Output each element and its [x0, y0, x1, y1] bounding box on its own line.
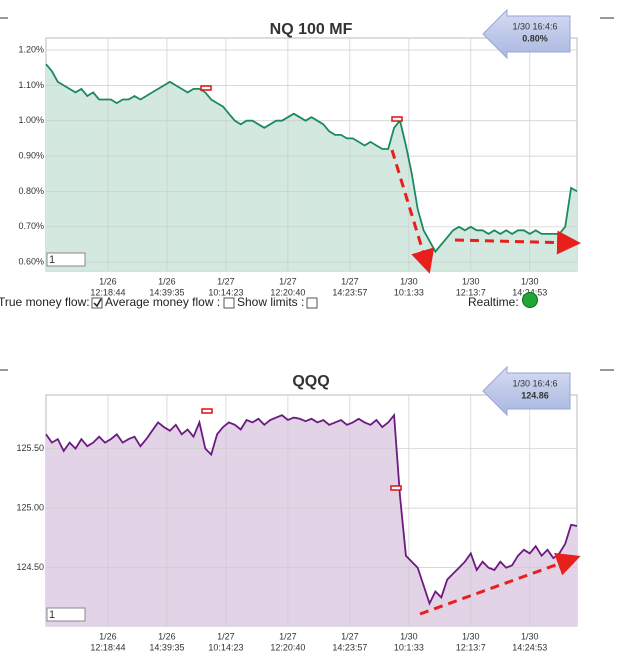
y-tick-label: 124.50: [16, 562, 44, 572]
chart-title: QQQ: [292, 373, 329, 390]
x-tick-date: 1/26: [158, 631, 176, 641]
checkbox[interactable]: [306, 297, 318, 309]
x-tick-time: 12:18:44: [90, 287, 125, 297]
y-tick-label: 0.80%: [18, 186, 44, 196]
x-tick-time: 14:23:57: [332, 287, 367, 297]
trend-arrow: [454, 230, 581, 255]
x-tick-date: 1/27: [217, 631, 235, 641]
x-tick-time: 12:18:44: [90, 642, 125, 652]
marker: [201, 408, 213, 414]
x-tick-time: 10:14:23: [208, 287, 243, 297]
y-tick-label: 125.50: [16, 443, 44, 453]
label: Average money flow :: [105, 295, 220, 309]
x-tick-date: 1/27: [279, 631, 297, 641]
trend-arrow: [390, 149, 435, 274]
y-tick-label: 1.10%: [18, 80, 44, 90]
y-tick-label: 0.60%: [18, 257, 44, 267]
x-tick-date: 1/30: [462, 631, 480, 641]
x-tick-time: 12:13:7: [456, 642, 486, 652]
marker: [200, 85, 212, 91]
x-tick-date: 1/27: [341, 276, 359, 286]
x-tick-date: 1/26: [158, 276, 176, 286]
x-tick-date: 1/27: [341, 631, 359, 641]
x-tick-time: 10:1:33: [394, 287, 424, 297]
x-tick-date: 1/30: [400, 276, 418, 286]
charts: 0.60%0.70%0.80%0.90%1.00%1.10%1.20%1/261…: [16, 8, 578, 652]
x-tick-time: 12:13:7: [456, 287, 486, 297]
checkmark: [93, 298, 102, 308]
x-tick-date: 1/27: [279, 276, 297, 286]
x-tick-date: 1/26: [99, 631, 117, 641]
annotations: [200, 85, 581, 616]
y-tick-label: 0.70%: [18, 221, 44, 231]
controls: True money flow: Average money flow : Sh…: [0, 292, 538, 309]
x-tick-time: 10:1:33: [394, 642, 424, 652]
zoom-input[interactable]: [46, 252, 86, 267]
x-tick-date: 1/30: [521, 631, 539, 641]
label: True money flow:: [0, 295, 90, 309]
zoom-input[interactable]: [46, 607, 86, 622]
y-tick-label: 1.00%: [18, 115, 44, 125]
line: [45, 63, 578, 254]
checkbox[interactable]: [223, 297, 235, 309]
line: [45, 412, 578, 606]
marker: [390, 485, 402, 491]
badge-value: 124.86: [521, 390, 549, 400]
x-tick-date: 1/26: [99, 276, 117, 286]
x-tick-time: 14:39:35: [149, 642, 184, 652]
zoom-input-value: 1: [49, 609, 55, 621]
label: Show limits :: [237, 295, 304, 309]
badge-time: 1/30 16:4:6: [512, 378, 557, 388]
x-tick-time: 12:20:40: [270, 287, 305, 297]
realtime-indicator[interactable]: [522, 292, 538, 308]
x-tick-date: 1/30: [521, 276, 539, 286]
chart-title: NQ 100 MF: [270, 21, 353, 38]
x-tick-date: 1/30: [462, 276, 480, 286]
y-tick-label: 1.20%: [18, 44, 44, 54]
y-tick-label: 0.90%: [18, 150, 44, 160]
zoom-input-value: 1: [49, 254, 55, 266]
area-fill: [46, 64, 577, 271]
badge: [482, 365, 571, 417]
badge-time: 1/30 16:4:6: [512, 21, 557, 31]
label: Realtime:: [468, 295, 519, 309]
x-tick-time: 14:24:53: [512, 642, 547, 652]
badge: [482, 8, 571, 60]
trend-arrow: [419, 552, 581, 616]
badge-value: 0.80%: [522, 33, 548, 43]
x-tick-time: 14:39:35: [149, 287, 184, 297]
x-tick-date: 1/30: [400, 631, 418, 641]
area-fill: [46, 415, 577, 626]
checkbox[interactable]: [91, 297, 103, 309]
marker: [391, 116, 403, 122]
y-tick-label: 125.00: [16, 502, 44, 512]
x-tick-time: 14:23:57: [332, 642, 367, 652]
x-tick-date: 1/27: [217, 276, 235, 286]
x-tick-time: 12:20:40: [270, 642, 305, 652]
x-tick-time: 10:14:23: [208, 642, 243, 652]
